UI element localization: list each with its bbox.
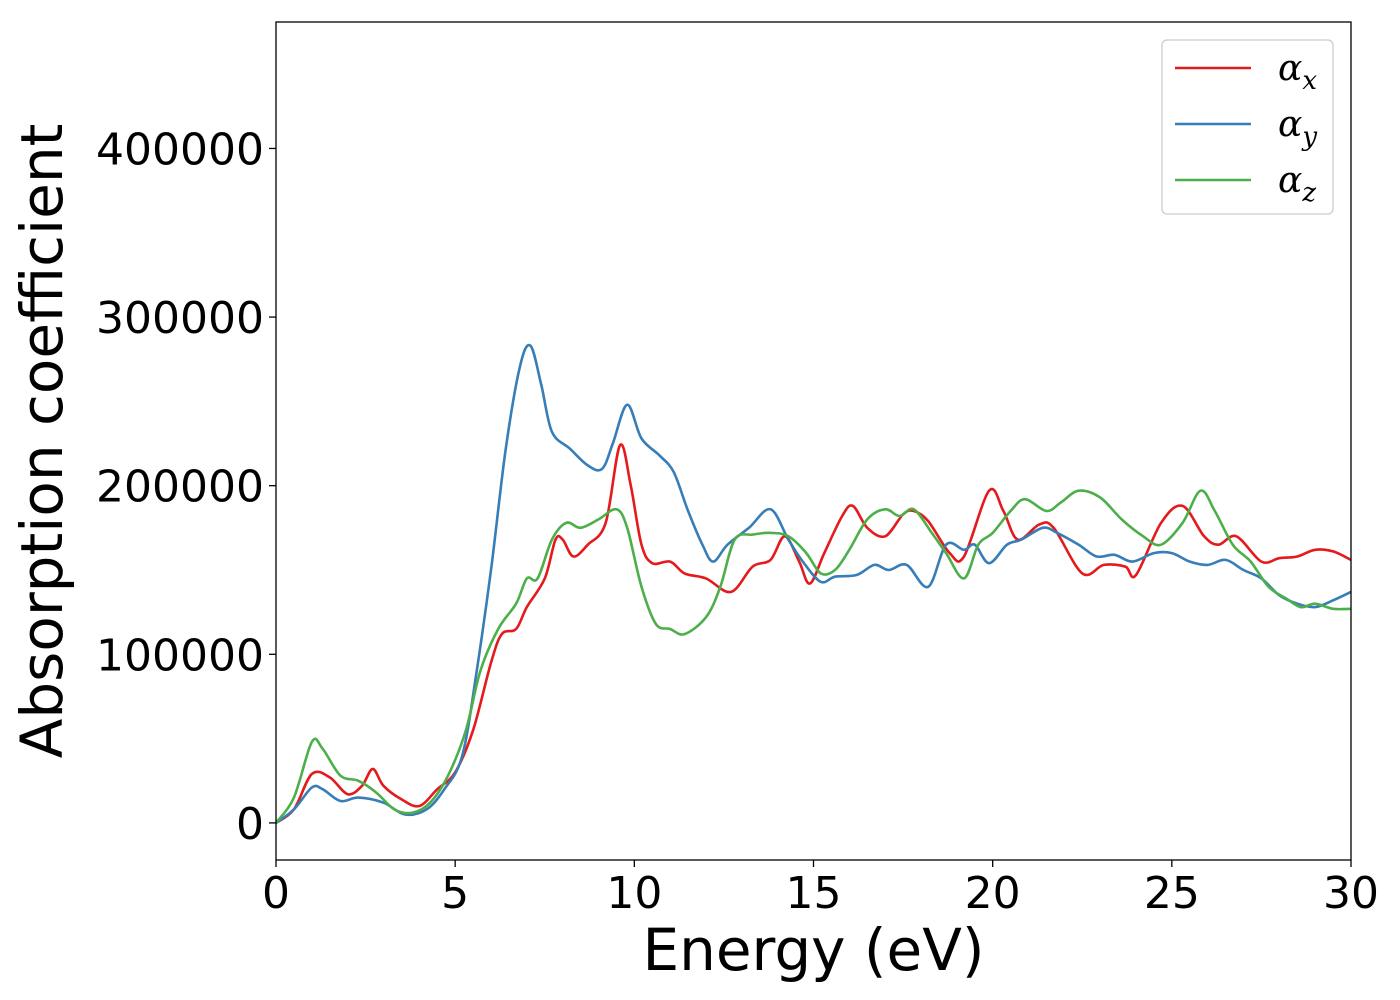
series-line-z	[274, 489, 1352, 824]
series-line-x	[275, 443, 1352, 824]
series-line-y	[275, 343, 1352, 824]
y-tick-label: 300000	[96, 293, 264, 344]
y-tick-label: 100000	[96, 630, 264, 681]
plot-frame	[275, 21, 1352, 861]
x-axis-label: Energy (eV)	[642, 916, 984, 984]
y-axis-ticks: 0 100000 200000 300000 400000	[96, 124, 276, 850]
x-tick-label: 0	[262, 868, 290, 919]
y-tick-label: 200000	[96, 462, 264, 513]
x-tick-label: 10	[606, 868, 662, 919]
y-axis-label: Absorption coefficient	[8, 124, 76, 759]
x-tick-label: 25	[1144, 868, 1200, 919]
x-tick-label: 20	[965, 868, 1021, 919]
series-layer	[274, 343, 1352, 824]
y-tick-label: 400000	[96, 124, 264, 175]
x-tick-label: 30	[1323, 868, 1379, 919]
legend-frame	[1161, 39, 1334, 215]
y-tick-label: 0	[236, 799, 264, 850]
x-tick-label: 15	[786, 868, 842, 919]
x-axis-ticks: 0 5 10 15 20 25 30	[262, 860, 1379, 919]
x-tick-label: 5	[441, 868, 469, 919]
